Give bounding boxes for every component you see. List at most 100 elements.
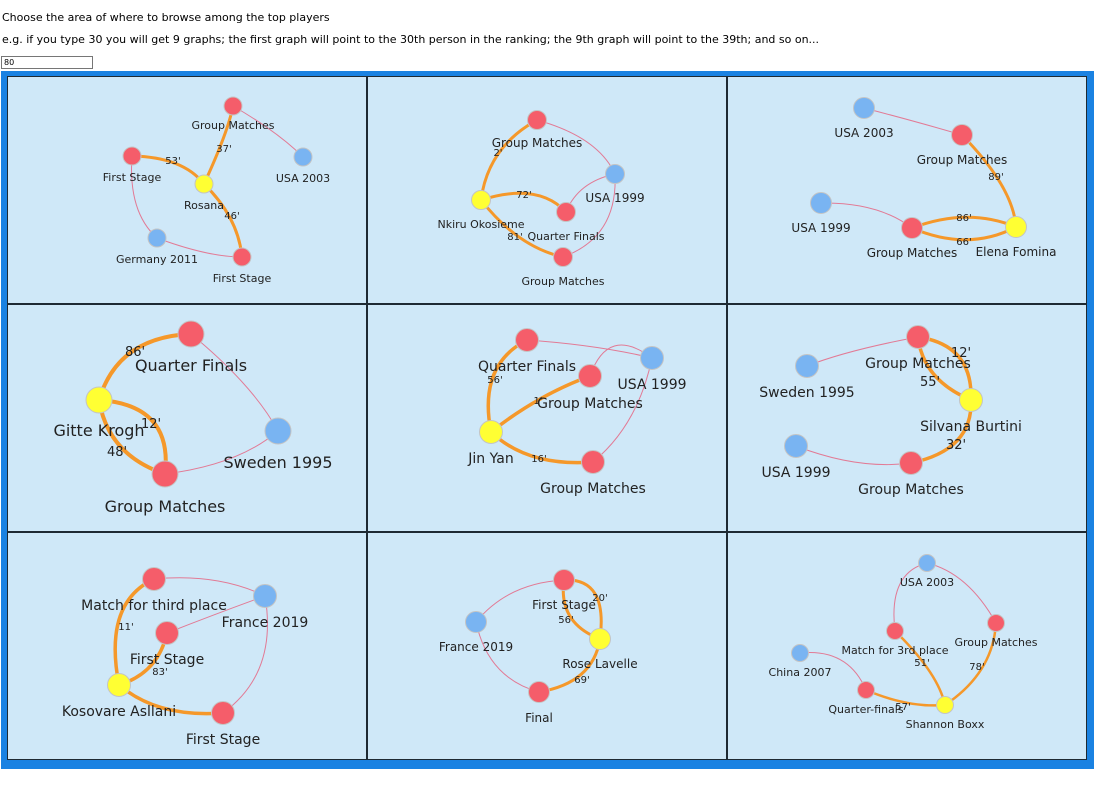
- minute-label: 81': [507, 232, 522, 243]
- tournament-node[interactable]: [147, 228, 167, 248]
- node-label: Sweden 1995: [759, 385, 854, 401]
- match-node[interactable]: [553, 569, 575, 591]
- edge: [190, 333, 279, 432]
- tournament-node[interactable]: [791, 644, 809, 662]
- graph-cell-rose-lavelle[interactable]: First Stage France 2019 Rose Lavelle Fin…: [367, 532, 727, 760]
- match-node[interactable]: [527, 110, 547, 130]
- edge: [97, 332, 192, 401]
- minute-label: 1': [533, 396, 542, 407]
- node-label: USA 1999: [617, 377, 686, 393]
- minute-label: 78': [969, 662, 984, 673]
- match-node[interactable]: [515, 328, 539, 352]
- match-node[interactable]: [578, 364, 602, 388]
- match-node[interactable]: [553, 247, 573, 267]
- edge: [893, 562, 928, 632]
- tournament-node[interactable]: [784, 434, 808, 458]
- node-label: USA 2003: [834, 126, 893, 140]
- match-node[interactable]: [951, 124, 973, 146]
- tournament-node[interactable]: [293, 147, 313, 167]
- edge: [475, 621, 540, 693]
- minute-label: 32': [946, 438, 966, 453]
- minute-label: 56': [487, 375, 502, 386]
- graph-cell-elena-fomina[interactable]: USA 2003 Group Matches USA 1999 Group Ma…: [727, 76, 1087, 304]
- node-label: Final: [525, 711, 553, 725]
- edge: [926, 562, 997, 624]
- node-label: Group Matches: [917, 153, 1008, 167]
- minute-label: 12': [141, 417, 161, 432]
- player-node[interactable]: [1005, 216, 1027, 238]
- node-label: Group Matches: [191, 119, 274, 132]
- player-node[interactable]: [107, 673, 131, 697]
- match-node[interactable]: [901, 217, 923, 239]
- node-label: First Stage: [103, 171, 162, 184]
- graph-cell-nkiru-okosieme[interactable]: Group Matches USA 1999 Nkiru Okosieme Qu…: [367, 76, 727, 304]
- match-node[interactable]: [142, 567, 166, 591]
- graphs-grid: Group Matches First Stage USA 2003 Rosan…: [1, 71, 1094, 769]
- match-node[interactable]: [899, 451, 923, 475]
- minute-label: 53': [165, 156, 180, 167]
- player-node[interactable]: [479, 420, 503, 444]
- minute-label: 86': [125, 345, 145, 360]
- minute-label: 55': [920, 375, 940, 390]
- match-node[interactable]: [155, 621, 179, 645]
- player-node[interactable]: [936, 696, 954, 714]
- minute-label: 89': [988, 172, 1003, 183]
- match-node[interactable]: [581, 450, 605, 474]
- minute-label: 11': [118, 622, 133, 633]
- tournament-node[interactable]: [465, 611, 487, 633]
- match-node[interactable]: [177, 320, 205, 348]
- rank-start-input[interactable]: [1, 56, 93, 69]
- node-label: USA 1999: [761, 465, 830, 481]
- match-node[interactable]: [886, 622, 904, 640]
- tournament-node[interactable]: [810, 192, 832, 214]
- player-node[interactable]: [471, 190, 491, 210]
- node-label: Germany 2011: [116, 253, 198, 266]
- tournament-node[interactable]: [640, 346, 664, 370]
- instruction-text: Choose the area of where to browse among…: [2, 11, 330, 24]
- player-node[interactable]: [959, 388, 983, 412]
- match-node[interactable]: [232, 247, 252, 267]
- graph-cell-shannon-boxx[interactable]: USA 2003 Group Matches Match for 3rd pla…: [727, 532, 1087, 760]
- match-node[interactable]: [857, 681, 875, 699]
- graph-cell-gitte-krogh[interactable]: Quarter Finals Gitte Krogh Sweden 1995 G…: [7, 304, 367, 532]
- node-label: Quarter Finals: [135, 356, 247, 375]
- match-node[interactable]: [211, 701, 235, 725]
- graph-cell-jin-yan[interactable]: Quarter Finals USA 1999 Group Matches Ji…: [367, 304, 727, 532]
- tournament-node[interactable]: [264, 417, 292, 445]
- match-node[interactable]: [556, 202, 576, 222]
- match-node[interactable]: [122, 146, 142, 166]
- match-node[interactable]: [987, 614, 1005, 632]
- graph-rose-lavelle: First Stage France 2019 Rose Lavelle Fin…: [439, 569, 638, 725]
- player-node[interactable]: [589, 628, 611, 650]
- edge: [526, 339, 653, 359]
- node-label: First Stage: [213, 272, 272, 285]
- player-node[interactable]: [194, 174, 214, 194]
- player-label: Nkiru Okosieme: [437, 218, 524, 231]
- node-label: Group Matches: [521, 275, 604, 288]
- node-label: USA 2003: [900, 576, 954, 589]
- node-label: Group Matches: [105, 497, 226, 516]
- node-label: China 2007: [769, 666, 832, 679]
- match-node[interactable]: [906, 325, 930, 349]
- node-label: France 2019: [222, 615, 309, 631]
- minute-label: 48': [107, 445, 127, 460]
- minute-label: 51': [914, 658, 929, 669]
- graph-cell-silvana-burtini[interactable]: Group Matches Sweden 1995 Silvana Burtin…: [727, 304, 1087, 532]
- tournament-node[interactable]: [918, 554, 936, 572]
- graph-gitte-krogh: Quarter Finals Gitte Krogh Sweden 1995 G…: [53, 320, 333, 516]
- match-node[interactable]: [528, 681, 550, 703]
- tournament-node[interactable]: [853, 97, 875, 119]
- graph-cell-kosovare-asllani[interactable]: Match for third place France 2019 First …: [7, 532, 367, 760]
- graph-cell-rosana[interactable]: Group Matches First Stage USA 2003 Rosan…: [7, 76, 367, 304]
- tournament-node[interactable]: [795, 354, 819, 378]
- minute-label: 56': [558, 615, 573, 626]
- player-label: Rose Lavelle: [562, 657, 637, 671]
- match-node[interactable]: [151, 460, 179, 488]
- player-node[interactable]: [85, 386, 113, 414]
- node-label: Quarter Finals: [478, 359, 576, 375]
- player-label: Shannon Boxx: [906, 718, 985, 731]
- match-node[interactable]: [223, 96, 243, 116]
- tournament-node[interactable]: [253, 584, 277, 608]
- tournament-node[interactable]: [605, 164, 625, 184]
- node-label: Group Matches: [865, 356, 971, 372]
